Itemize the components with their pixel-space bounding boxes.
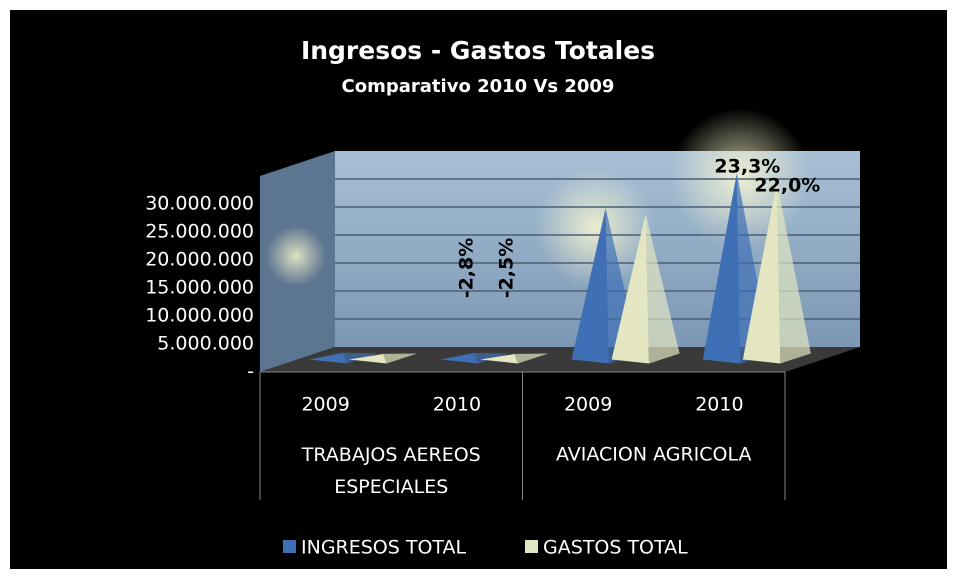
legend-label: INGRESOS TOTAL xyxy=(301,537,467,559)
pyramid-shade xyxy=(514,353,549,364)
pyramid xyxy=(480,354,518,364)
pyramid xyxy=(309,352,347,364)
group-label: AVIACION AGRICOLA xyxy=(556,444,752,466)
data-label: 22,0% xyxy=(754,174,820,196)
data-label: -2,8% xyxy=(455,238,477,299)
pyramid xyxy=(742,181,781,364)
y-tick-label: 5.000.000 xyxy=(157,333,254,355)
y-tick-label: - xyxy=(247,361,254,383)
glow xyxy=(535,168,655,288)
x-tick-label: 2010 xyxy=(695,394,743,416)
legend-label: GASTOS TOTAL xyxy=(543,537,688,559)
chart-subtitle: Comparativo 2010 Vs 2009 xyxy=(342,76,615,97)
legend-swatch xyxy=(283,540,296,553)
group-label: TRABAJOS AEREOS ESPECIALES xyxy=(301,444,481,498)
y-tick-label: 10.000.000 xyxy=(145,305,254,327)
pyramid-shade xyxy=(383,353,418,364)
y-tick-label: 15.000.000 xyxy=(145,277,254,299)
pyramid xyxy=(349,353,387,364)
y-tick-label: 30.000.000 xyxy=(145,193,254,215)
pyramid-shade xyxy=(645,213,680,364)
y-tick-label: 25.000.000 xyxy=(145,221,254,243)
legend-swatch xyxy=(525,540,538,553)
x-tick-label: 2009 xyxy=(301,394,349,416)
pyramid xyxy=(571,208,610,364)
x-tick-label: 2009 xyxy=(564,394,612,416)
glow xyxy=(266,226,326,286)
pyramid xyxy=(440,352,478,364)
x-tick-label: 2010 xyxy=(433,394,481,416)
y-tick-label: 20.000.000 xyxy=(145,249,254,271)
chart-title: Ingresos - Gastos Totales xyxy=(301,36,655,65)
pyramid xyxy=(702,173,741,364)
pyramid-shade xyxy=(776,181,811,364)
pyramid xyxy=(611,213,650,364)
data-label: -2,5% xyxy=(495,238,517,299)
data-label: 23,3% xyxy=(714,156,780,178)
